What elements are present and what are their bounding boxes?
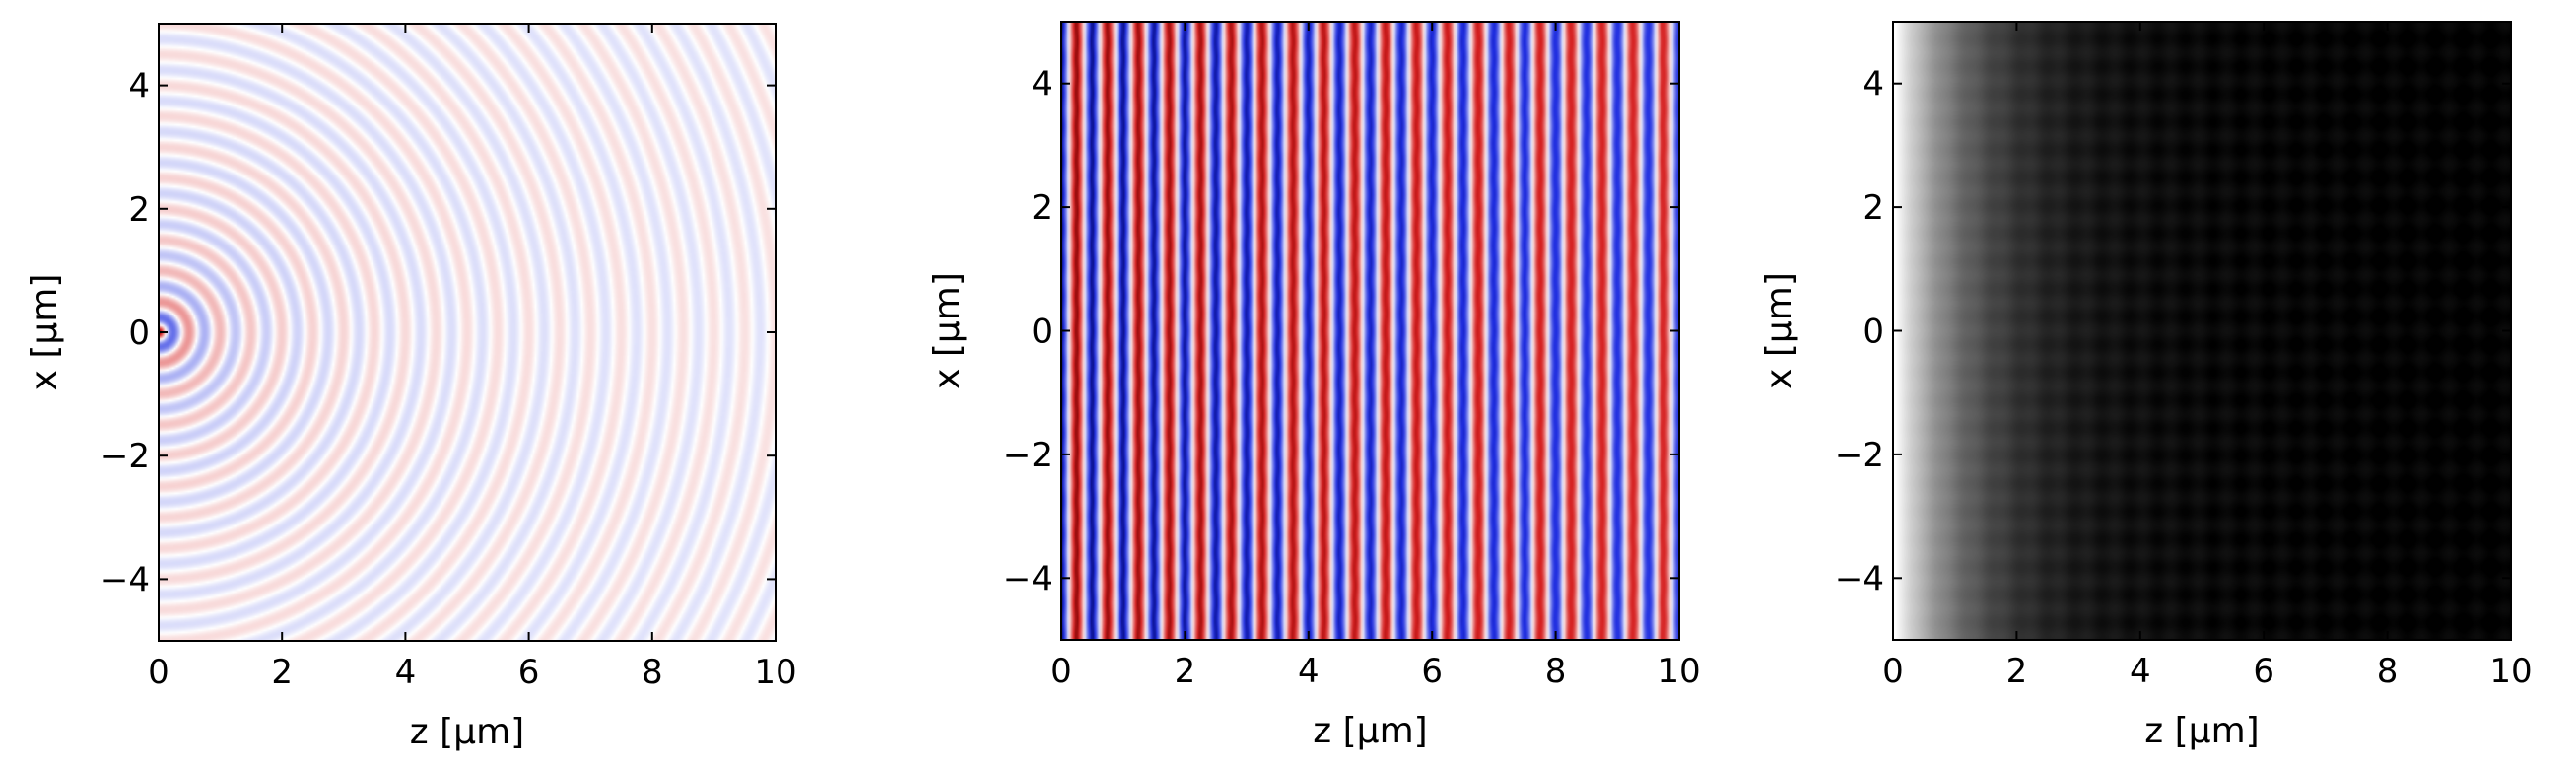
- x-tick-label: 8: [642, 653, 663, 692]
- y-tick-label: 2: [128, 190, 150, 230]
- y-tick-label: −4: [1835, 559, 1884, 598]
- x-tick-label: 4: [2130, 652, 2151, 691]
- x-tick-label: 8: [1545, 652, 1567, 691]
- y-tick-label: −4: [1003, 559, 1052, 598]
- x-tick-label: 2: [1175, 652, 1196, 691]
- heatmap-image: [159, 24, 776, 641]
- y-tick-label: 0: [1863, 313, 1884, 352]
- x-tick-label: 6: [518, 653, 540, 692]
- x-tick-label: 0: [148, 653, 169, 692]
- y-tick-label: 0: [1031, 313, 1052, 352]
- x-tick-label: 0: [1051, 652, 1072, 691]
- y-tick-label: 2: [1863, 188, 1884, 228]
- y-tick-label: −4: [101, 560, 150, 599]
- x-axis-label: z [µm]: [1313, 711, 1427, 751]
- x-axis-label: z [µm]: [2144, 711, 2259, 751]
- y-tick-label: 0: [128, 314, 150, 353]
- y-tick-label: −2: [101, 437, 150, 476]
- y-axis-label: x [µm]: [1759, 272, 1799, 389]
- y-tick-label: 4: [1863, 65, 1884, 105]
- y-axis-label: x [µm]: [927, 272, 968, 389]
- x-tick-label: 10: [754, 653, 796, 692]
- y-tick-label: −2: [1003, 436, 1052, 475]
- x-tick-label: 8: [2377, 652, 2399, 691]
- panel-2: 0 2 4 6 8 10 −4 −2 0 2 4 z [µm] x [µm]: [927, 21, 1701, 751]
- x-tick-label: 10: [2489, 652, 2532, 691]
- x-tick-label: 0: [1882, 652, 1904, 691]
- x-tick-label: 4: [395, 653, 417, 692]
- x-tick-label: 10: [1658, 652, 1700, 691]
- y-axis-label: x [µm]: [25, 274, 65, 391]
- x-tick-label: 2: [271, 653, 293, 692]
- x-tick-label: 4: [1298, 652, 1320, 691]
- panel-3: 0 2 4 6 8 10 −4 −2 0 2 4 z [µm] x [µm]: [1759, 21, 2533, 751]
- heatmap-image: [1893, 22, 2511, 640]
- y-tick-label: 4: [128, 67, 150, 106]
- x-tick-label: 6: [2253, 652, 2274, 691]
- y-tick-label: 4: [1031, 65, 1052, 105]
- heatmap-image: [1061, 22, 1679, 640]
- x-tick-label: 6: [1421, 652, 1443, 691]
- x-tick-label: 2: [2006, 652, 2028, 691]
- x-axis-label: z [µm]: [410, 712, 524, 752]
- panel-1: 0 2 4 6 8 10 −4 −2 0 2 4 z [µm] x [µm]: [25, 23, 797, 752]
- y-tick-label: −2: [1835, 436, 1884, 475]
- y-tick-label: 2: [1031, 188, 1052, 228]
